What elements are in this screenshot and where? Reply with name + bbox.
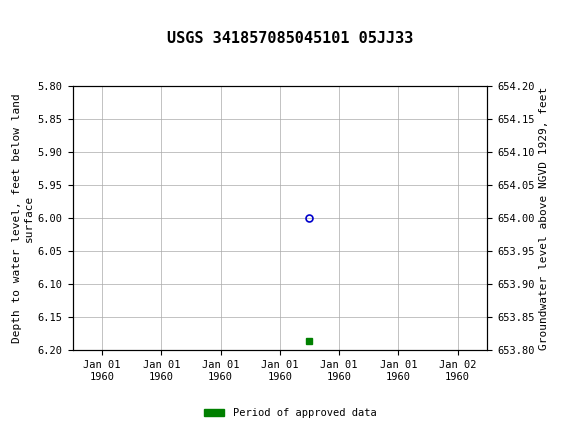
Text: ▒USGS: ▒USGS xyxy=(9,7,67,29)
Legend: Period of approved data: Period of approved data xyxy=(200,404,380,423)
Y-axis label: Groundwater level above NGVD 1929, feet: Groundwater level above NGVD 1929, feet xyxy=(539,86,549,350)
Y-axis label: Depth to water level, feet below land
surface: Depth to water level, feet below land su… xyxy=(12,93,34,343)
Text: USGS 341857085045101 05JJ33: USGS 341857085045101 05JJ33 xyxy=(167,31,413,46)
